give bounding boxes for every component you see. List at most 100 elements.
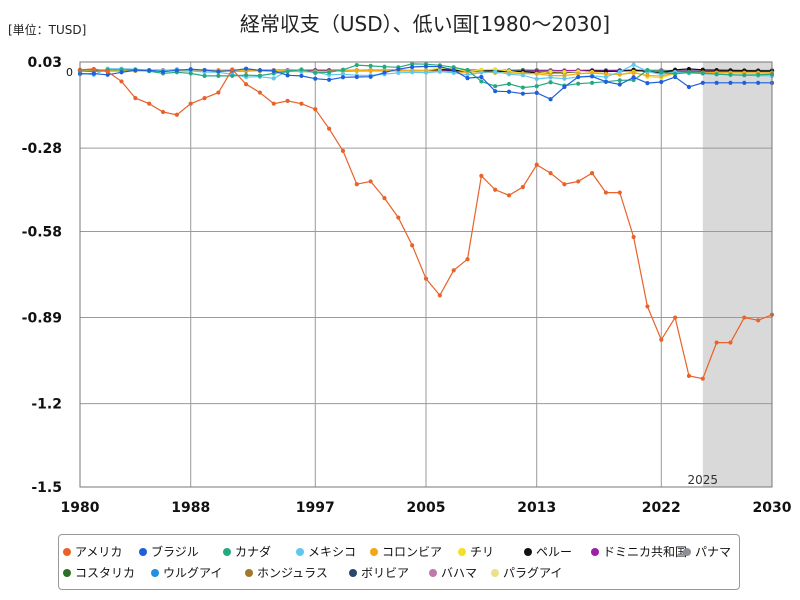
data-point (493, 187, 498, 192)
legend-marker (683, 547, 691, 556)
data-point (257, 68, 263, 73)
data-point (520, 85, 525, 90)
data-point (479, 173, 484, 178)
data-point (506, 89, 512, 94)
x-tick-label: 2005 (407, 500, 446, 516)
data-point (631, 62, 636, 67)
data-point (714, 80, 719, 85)
data-point (396, 70, 401, 75)
legend-item: ホンジュラス (245, 564, 328, 581)
legend-item: パラグアイ (491, 564, 562, 581)
data-point (534, 76, 539, 82)
y-tick-label: 0.03 (27, 55, 62, 71)
data-point (645, 73, 650, 78)
data-point (479, 79, 484, 84)
data-point (548, 97, 553, 102)
data-point (423, 276, 429, 281)
legend-item: メキシコ (296, 543, 356, 560)
legend-marker (223, 547, 231, 556)
legend-item: チリ (458, 543, 494, 560)
data-point (700, 71, 705, 76)
data-point (576, 179, 581, 184)
legend-item: パナマ (683, 543, 731, 560)
data-point (659, 79, 664, 85)
data-point (700, 376, 705, 381)
data-point (562, 76, 567, 81)
data-point (493, 89, 498, 94)
data-point (479, 70, 484, 75)
data-point (686, 373, 692, 378)
data-point (230, 73, 235, 78)
forecast-label: 2025 (688, 473, 719, 487)
data-point (216, 69, 221, 74)
data-point (603, 190, 609, 195)
data-point (340, 67, 346, 72)
data-point (133, 96, 138, 101)
data-point (147, 101, 152, 106)
data-point (202, 96, 207, 101)
data-point (548, 69, 553, 74)
legend-marker (429, 568, 437, 577)
legend-item: ウルグアイ (151, 564, 222, 581)
data-point (160, 109, 166, 115)
data-point (174, 68, 179, 73)
data-point (285, 98, 290, 103)
data-point (686, 70, 692, 75)
data-point (534, 71, 539, 76)
data-point (617, 190, 622, 195)
data-point (686, 84, 692, 90)
legend-marker (139, 547, 147, 556)
legend-item: バハマ (429, 564, 477, 581)
data-point (742, 80, 747, 85)
legend-label: ドミニカ共和国 (603, 545, 688, 559)
data-point (576, 71, 581, 76)
data-point (617, 82, 622, 87)
data-point (728, 72, 733, 77)
data-point (271, 101, 276, 106)
data-point (645, 81, 650, 86)
data-point (520, 184, 525, 190)
data-point (506, 72, 512, 77)
data-point (243, 72, 249, 78)
data-point (437, 293, 442, 298)
data-point (756, 318, 761, 323)
data-point (188, 71, 193, 76)
data-point (271, 76, 276, 81)
legend-item: カナダ (223, 543, 271, 560)
legend: アメリカ ブラジル カナダ メキシコ コロンビア チリ ペルー ドミニカ共和国 パナマ コスタリカ… (58, 534, 740, 590)
data-point (465, 67, 470, 73)
data-point (728, 340, 733, 345)
data-point (91, 66, 96, 72)
legend-marker (349, 568, 357, 577)
legend-label: コスタリカ (75, 566, 136, 580)
data-point (147, 68, 152, 73)
data-point (354, 62, 359, 68)
data-point (506, 193, 512, 198)
legend-label: メキシコ (308, 545, 357, 559)
data-point (313, 107, 318, 112)
data-point (354, 74, 359, 80)
data-point (576, 74, 581, 80)
data-point (216, 73, 221, 78)
legend-marker (370, 547, 378, 556)
data-point (617, 69, 622, 74)
data-point (188, 101, 193, 106)
data-point (382, 196, 387, 201)
data-point (396, 67, 401, 72)
legend-marker (591, 547, 599, 556)
data-point (756, 72, 761, 77)
legend-item: アメリカ (63, 543, 122, 560)
data-point (327, 70, 332, 75)
legend-item: コロンビア (370, 543, 442, 560)
legend-label: アメリカ (75, 545, 123, 559)
data-point (631, 70, 636, 75)
data-point (673, 74, 678, 80)
series-group (77, 61, 775, 381)
y-tick-label: -1.5 (31, 480, 62, 496)
legend-label: コロンビア (382, 545, 443, 559)
data-point (506, 81, 512, 87)
data-point (160, 69, 166, 74)
plot-border (79, 61, 773, 488)
data-point (548, 75, 553, 80)
